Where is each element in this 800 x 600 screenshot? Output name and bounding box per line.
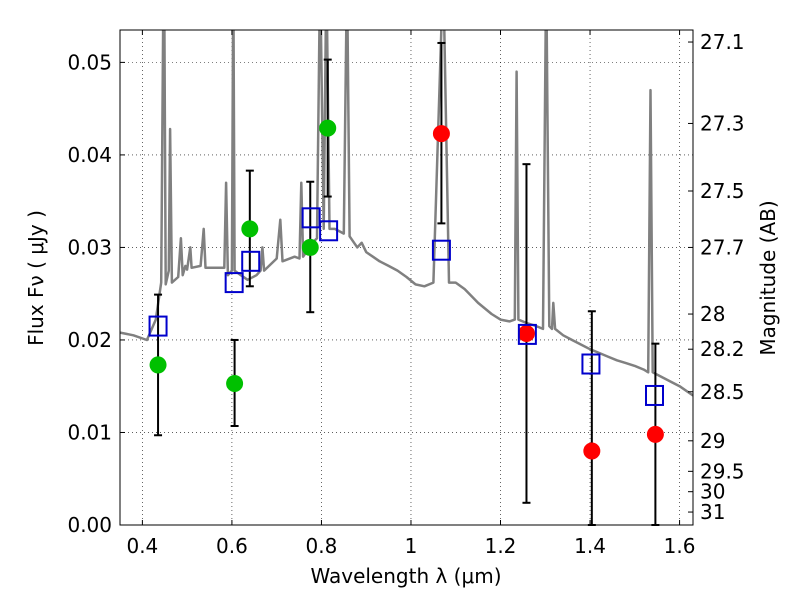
- y-tick-label: 0.02: [67, 328, 112, 352]
- y-tick-label: 0.03: [67, 235, 112, 259]
- y2-tick-label: 27.3: [700, 111, 745, 135]
- model-point-square: [645, 384, 665, 406]
- grid-lines: [120, 30, 693, 526]
- y2-axis-title: Magnitude (AB): [756, 200, 780, 355]
- data-markers: [148, 119, 665, 460]
- x-tick-label: 0.8: [306, 534, 338, 558]
- model-point-square: [224, 272, 244, 294]
- plot-frame: [119, 29, 694, 526]
- data-point-circle: [301, 238, 319, 256]
- model-point-square: [241, 250, 261, 272]
- model-point-square: [319, 220, 339, 242]
- y2-tick-label: 28.5: [700, 380, 745, 404]
- x-tick-label: 0.4: [126, 534, 158, 558]
- data-point-circle: [319, 119, 337, 137]
- spectrum-line: [120, 30, 693, 397]
- model-point-square: [581, 353, 601, 375]
- y2-tick-label: 27.5: [700, 179, 745, 203]
- model-spectrum: [120, 30, 693, 397]
- data-point-circle: [517, 324, 535, 342]
- y-tick-label: 0.04: [67, 143, 112, 167]
- y-tick-label: 0.05: [67, 50, 112, 74]
- x-tick-label: 0.6: [216, 534, 248, 558]
- y2-tick-label: 27.1: [700, 30, 745, 54]
- model-point-square: [517, 323, 537, 345]
- y-tick-label: 0.01: [67, 420, 112, 444]
- y2-tick-label: 30: [700, 480, 725, 504]
- x-tick-label: 1: [405, 534, 418, 558]
- y-tick-label: 0.00: [67, 513, 112, 537]
- x-tick-label: 1.2: [485, 534, 517, 558]
- y2-tick-label: 29.5: [700, 459, 745, 483]
- model-point-square: [301, 207, 321, 229]
- model-point-square: [431, 239, 451, 261]
- data-point-circle: [432, 125, 450, 143]
- y2-tick-label: 28: [700, 302, 725, 326]
- x-tick-label: 1.4: [574, 534, 606, 558]
- data-point-circle: [646, 425, 664, 443]
- y2-tick-label: 31: [700, 500, 725, 524]
- data-point-circle: [149, 356, 167, 374]
- y2-tick-label: 29: [700, 429, 725, 453]
- y2-tick-label: 28.2: [700, 337, 745, 361]
- x-axis-ticks: 0.4 0.6 0.8 1 1.2 1.4 1.6: [126, 30, 695, 558]
- data-point-circle: [241, 220, 259, 238]
- y-axis-title: Flux Fν ( μJy ): [24, 210, 48, 346]
- x-axis-title: Wavelength λ (μm): [310, 564, 501, 588]
- y2-tick-label: 27.7: [700, 235, 745, 259]
- y-axis-ticks: 0.00 0.01 0.02 0.03 0.04 0.05: [67, 50, 125, 537]
- x-tick-label: 1.6: [664, 534, 696, 558]
- data-point-circle: [226, 374, 244, 392]
- data-point-circle: [583, 442, 601, 460]
- model-point-square: [148, 315, 168, 337]
